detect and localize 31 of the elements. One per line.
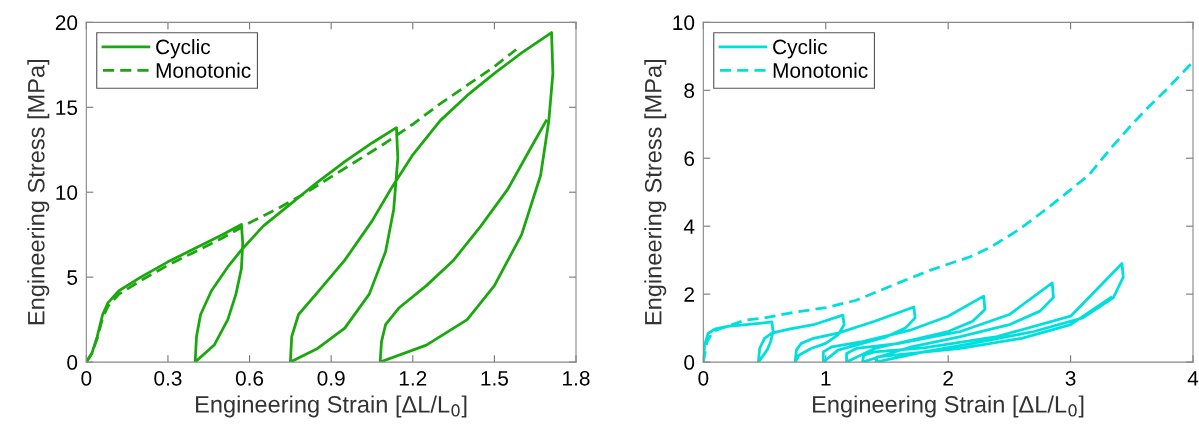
y-axis-title: Engineering Stress [MPa]: [644, 60, 667, 325]
x-tick-label: 0: [698, 370, 709, 386]
x-tick-label: 2: [943, 370, 953, 386]
y-axis-title: Engineering Stress [MPa]: [27, 60, 50, 325]
y-tick-label: 10: [673, 15, 695, 31]
y-tick-label: 0: [684, 355, 695, 370]
x-tick-label: 1: [821, 371, 831, 386]
x-tick-label: 4: [1187, 371, 1199, 386]
legend-label: Monotonic: [156, 62, 251, 78]
x-tick-label: 0.9: [317, 370, 345, 386]
x-tick-label: 1.2: [399, 370, 427, 386]
y-tick-label: 6: [684, 151, 695, 166]
x-axis-title: Engineering Strain [ΔL/L$_{0}$]: [813, 395, 1084, 418]
y-tick-label: 15: [56, 100, 78, 116]
legend-label: Monotonic: [773, 62, 868, 78]
y-tick-label: 20: [55, 15, 78, 31]
x-tick-label: 0: [81, 370, 92, 386]
y-tick-label: 4: [683, 219, 695, 234]
y-tick-label: 8: [684, 83, 695, 99]
x-tick-label: 3: [1065, 370, 1076, 386]
x-axis-title: Engineering Strain [ΔL/L$_{0}$]: [196, 395, 467, 418]
legend-label: Cyclic: [773, 39, 828, 59]
x-tick-label: 1.5: [481, 371, 508, 386]
y-tick-label: 0: [67, 355, 78, 370]
x-tick-label: 1.8: [563, 370, 590, 386]
x-tick-label: 0.6: [235, 370, 264, 386]
x-tick-label: 0.3: [154, 370, 182, 386]
y-tick-label: 2: [684, 287, 694, 302]
y-tick-label: 5: [67, 270, 78, 285]
y-tick-label: 10: [56, 185, 78, 200]
legend-label: Cyclic: [156, 39, 211, 59]
